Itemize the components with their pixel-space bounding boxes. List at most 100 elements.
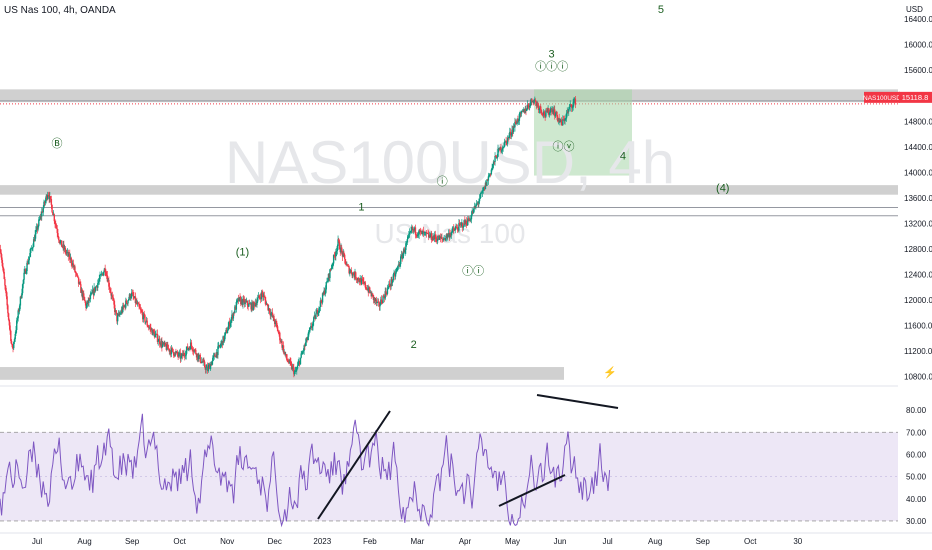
candle: [356, 279, 358, 281]
candle: [325, 282, 327, 290]
candle: [35, 226, 38, 231]
candle: [542, 111, 545, 115]
candle: [237, 298, 240, 302]
candle: [30, 248, 32, 254]
candle: [285, 354, 287, 355]
candle: [130, 292, 133, 297]
candle: [564, 118, 566, 122]
y-tick-label: 11200.0: [904, 347, 932, 356]
candle: [146, 320, 148, 326]
candle: [537, 105, 540, 110]
candle: [358, 280, 361, 283]
candle: [52, 212, 54, 216]
candle: [191, 346, 193, 350]
candle: [6, 296, 8, 306]
candle: [340, 247, 342, 253]
candle: [414, 227, 416, 231]
candle: [489, 173, 491, 176]
candle: [53, 214, 56, 222]
candle: [126, 303, 128, 305]
candle: [485, 182, 487, 186]
x-tick-label: Jun: [554, 537, 567, 546]
candle: [271, 312, 274, 317]
candle: [418, 229, 420, 235]
candle: [262, 293, 264, 297]
candle: [108, 286, 111, 290]
candle: [79, 282, 81, 285]
y-tick-label: 12800.0: [904, 245, 932, 254]
candle: [71, 263, 73, 266]
candle: [281, 341, 283, 348]
candle: [432, 236, 434, 240]
candle: [217, 346, 219, 356]
candle: [249, 303, 252, 305]
candle: [420, 230, 423, 232]
candle: [548, 108, 550, 115]
candle: [343, 252, 345, 255]
candle: [63, 247, 66, 250]
candle: [173, 352, 175, 356]
candle: [167, 348, 170, 350]
candle: [365, 287, 367, 289]
candle: [47, 195, 50, 196]
candle: [488, 175, 490, 177]
candle: [292, 366, 294, 368]
candle: [174, 352, 176, 356]
candle: [255, 303, 257, 305]
price-axis[interactable]: [898, 0, 932, 550]
candle: [46, 195, 49, 199]
candle: [74, 266, 76, 272]
candle: [26, 262, 28, 272]
candle: [405, 242, 408, 244]
candle: [388, 283, 391, 286]
candle: [449, 234, 451, 238]
candle: [58, 236, 60, 241]
candle: [113, 299, 115, 305]
candle: [455, 227, 457, 229]
candle: [551, 108, 553, 113]
candle: [364, 282, 367, 288]
candle: [201, 361, 203, 363]
candle: [41, 211, 43, 217]
candle: [247, 305, 249, 307]
candle: [296, 365, 299, 369]
candle: [494, 156, 496, 163]
candle: [316, 310, 319, 315]
candle: [86, 300, 89, 305]
candle: [297, 362, 299, 366]
candle: [67, 251, 70, 257]
candle: [528, 106, 531, 108]
candle: [30, 248, 33, 250]
candle: [550, 108, 552, 110]
candle: [453, 230, 456, 231]
candle: [470, 214, 473, 220]
candle: [335, 251, 338, 253]
candle: [133, 296, 136, 299]
candle: [403, 249, 406, 253]
candle: [44, 201, 46, 204]
candle: [101, 273, 103, 275]
candle: [431, 239, 434, 241]
candle: [72, 263, 74, 266]
chart-header: US Nas 100, 4h, OANDA: [4, 5, 116, 16]
candle: [410, 230, 412, 232]
candle: [523, 108, 525, 112]
candle: [112, 297, 114, 300]
x-tick-label: Jul: [32, 537, 42, 546]
candle: [163, 342, 165, 345]
candle: [69, 253, 71, 260]
candle: [492, 161, 495, 165]
candle: [397, 266, 399, 269]
candle: [151, 329, 154, 335]
candle: [294, 371, 297, 372]
candle: [173, 355, 176, 357]
candle: [155, 333, 157, 335]
candle: [476, 202, 479, 204]
candle: [402, 249, 405, 255]
candle: [328, 273, 330, 279]
candle: [54, 221, 56, 224]
candle: [377, 301, 379, 303]
lightning-icon[interactable]: ⚡: [603, 366, 617, 379]
candle: [172, 348, 174, 353]
